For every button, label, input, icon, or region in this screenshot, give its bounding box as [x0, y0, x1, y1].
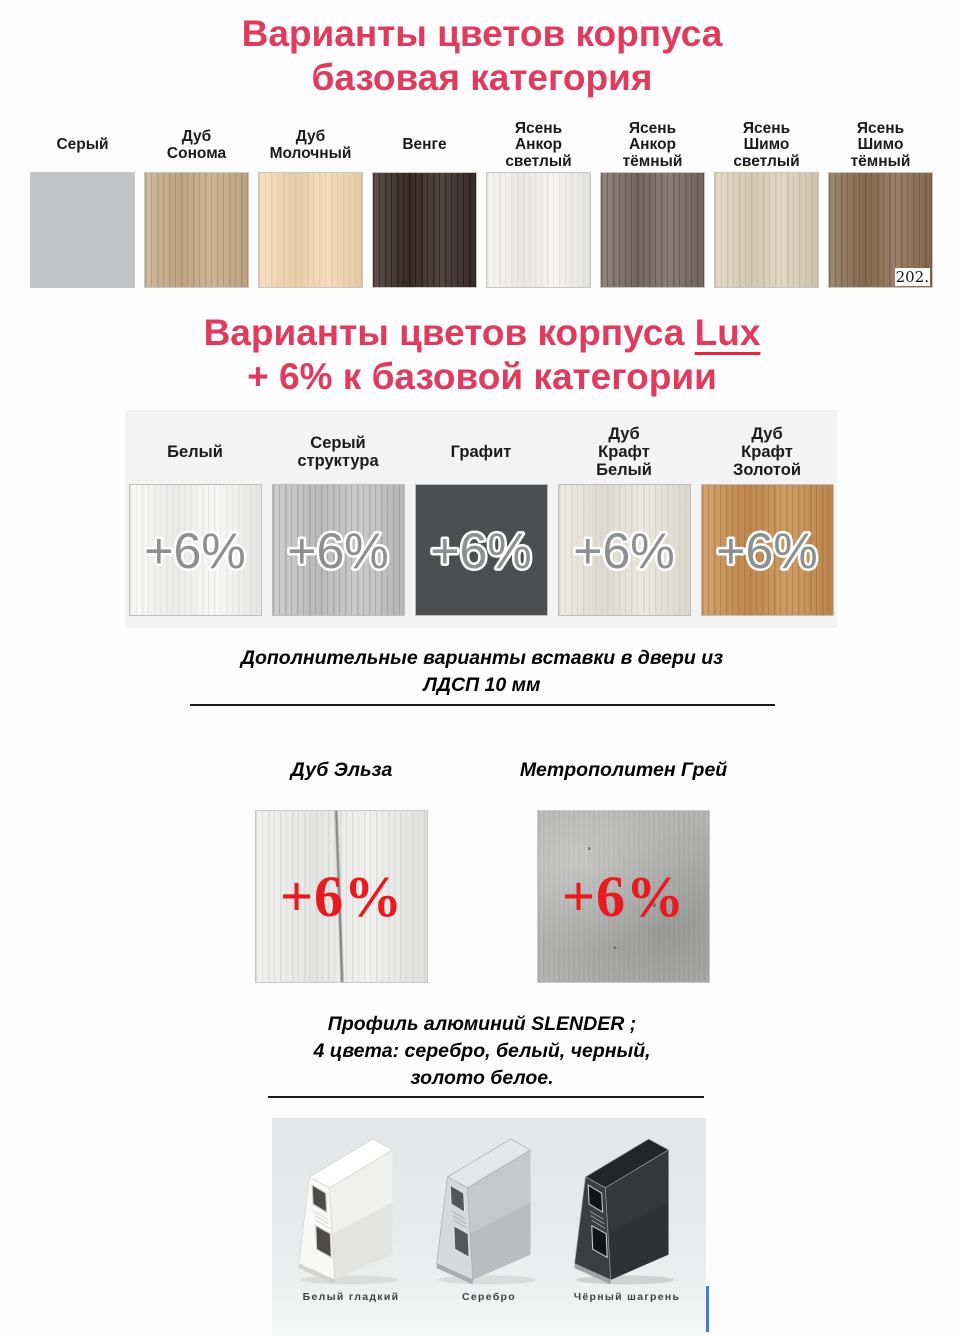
swatch-column-metropolitan-gray: Метрополитен Грей +6%	[519, 755, 728, 983]
svg-text:+6%: +6%	[430, 523, 531, 579]
profile-label: Белый гладкий	[302, 1291, 400, 1303]
swatch-column-ash-ankor-light: Ясень Анкор светлый	[486, 119, 591, 288]
plus6-badge: +6%	[571, 521, 677, 582]
swatch-label: Ясень Анкор тёмный	[622, 119, 683, 170]
swatch-image-ash-ankor-dark	[600, 172, 705, 288]
swatch-image-gray-structure: +6%	[271, 484, 405, 616]
profile-label: Чёрный шагрень	[573, 1291, 681, 1303]
profile-heading: Профиль алюминий SLENDER ; 4 цвета: сере…	[313, 1013, 651, 1089]
swatch-image-oak-craft-gold: +6%	[700, 484, 834, 616]
swatch-label: Серый структура	[297, 434, 379, 470]
lux-title-line2: + 6% к базовой категории	[247, 356, 717, 397]
lux-swatch-panel: Белый +6% Серый структура +6% Графит +6%…	[125, 410, 837, 628]
swatch-image-ash-ankor-light	[486, 172, 591, 288]
lux-word: Lux	[694, 312, 761, 353]
plus6-badge: +6%	[428, 521, 534, 582]
profile-black: Чёрный шагрень	[564, 1130, 690, 1336]
swatch-column-gray-structure: Серый структура +6%	[271, 420, 405, 628]
plus6-badge: +6%	[714, 521, 820, 582]
divider-line	[268, 1096, 704, 1098]
swatch-column-white: Белый +6%	[128, 420, 262, 628]
aluminum-profile-image	[436, 1138, 536, 1285]
swatch-column-gray: Серый	[30, 119, 135, 288]
swatch-column-oak-craft-white: Дуб Крафт Белый +6%	[557, 420, 691, 628]
swatch-image-oak-elsa: +6%	[255, 810, 428, 983]
divider-line	[190, 704, 775, 706]
svg-text:+6%: +6%	[144, 523, 245, 579]
swatch-column-ash-shimo-dark: Ясень Шимо тёмный	[828, 119, 933, 288]
aluminum-profile-image	[298, 1138, 398, 1285]
year-note: 202.	[894, 268, 930, 286]
inserts-heading: Дополнительные варианты вставки в двери …	[240, 647, 724, 696]
profile-silver: Серебро	[426, 1130, 552, 1336]
swatch-column-oak-milky: Дуб Молочный	[258, 119, 363, 288]
swatch-image-metropolitan-gray: +6%	[537, 810, 710, 983]
swatch-image-oak-sonoma	[144, 172, 249, 288]
swatch-image-oak-craft-white: +6%	[557, 484, 691, 616]
swatch-column-ash-shimo-light: Ясень Шимо светлый	[714, 119, 819, 288]
profile-photo: Белый гладкий Серебро	[272, 1118, 706, 1336]
swatch-image-oak-milky	[258, 172, 363, 288]
swatch-label: Ясень Анкор светлый	[505, 119, 572, 170]
aluminum-profile-image	[574, 1138, 674, 1285]
base-swatch-row: Серый Дуб Сонома Дуб Молочный Венге Ясен…	[30, 119, 934, 288]
plus6-badge: +6%	[285, 521, 391, 582]
swatch-image-white: +6%	[128, 484, 262, 616]
swatch-label: Графит	[450, 443, 512, 461]
plus6-badge-red: +6%	[279, 864, 404, 929]
swatch-label: Дуб Молочный	[269, 128, 352, 162]
swatch-label: Белый	[167, 443, 223, 461]
swatch-image-wenge	[372, 172, 477, 288]
swatch-column-oak-sonoma: Дуб Сонома	[144, 119, 249, 288]
svg-text:+6%: +6%	[287, 523, 388, 579]
plus6-badge-red: +6%	[561, 864, 686, 929]
swatch-column-oak-craft-gold: Дуб Крафт Золотой +6%	[700, 420, 834, 628]
base-title-line2: базовая категория	[311, 57, 653, 98]
swatch-label: Дуб Крафт Белый	[596, 425, 652, 479]
svg-text:+6%: +6%	[716, 523, 817, 579]
plus6-badge: +6%	[142, 521, 248, 582]
profile-label: Серебро	[462, 1291, 516, 1303]
swatch-label: Серый	[56, 136, 109, 154]
base-title-line1: Варианты цветов корпуса	[241, 13, 723, 54]
swatch-column-graphite: Графит +6%	[414, 420, 548, 628]
swatch-column-oak-elsa: Дуб Эльза +6%	[255, 755, 428, 983]
swatch-label: Метрополитен Грей	[519, 759, 728, 781]
lux-title-line1: Варианты цветов корпуса Lux	[203, 312, 761, 353]
swatch-label: Ясень Шимо тёмный	[850, 119, 911, 170]
base-section-title: Варианты цветов корпуса базовая категори…	[0, 12, 964, 100]
swatch-label: Ясень Шимо светлый	[733, 119, 800, 170]
swatch-image-graphite: +6%	[414, 484, 548, 616]
lux-section-title: Варианты цветов корпуса Lux + 6% к базов…	[0, 311, 964, 399]
text-cursor	[706, 1286, 709, 1332]
swatch-label: Дуб Крафт Золотой	[732, 425, 802, 479]
svg-text:+6%: +6%	[573, 523, 674, 579]
swatch-column-wenge: Венге	[372, 119, 477, 288]
swatch-image-ash-shimo-light	[714, 172, 819, 288]
swatch-column-ash-ankor-dark: Ясень Анкор тёмный	[600, 119, 705, 288]
swatch-image-gray	[30, 172, 135, 288]
inserts-swatch-row: Дуб Эльза +6% Метрополитен Грей +6%	[255, 755, 728, 983]
swatch-label: Дуб Сонома	[166, 128, 227, 162]
swatch-label: Венге	[402, 136, 447, 154]
profile-white: Белый гладкий	[288, 1130, 414, 1336]
swatch-label: Дуб Эльза	[290, 759, 393, 781]
